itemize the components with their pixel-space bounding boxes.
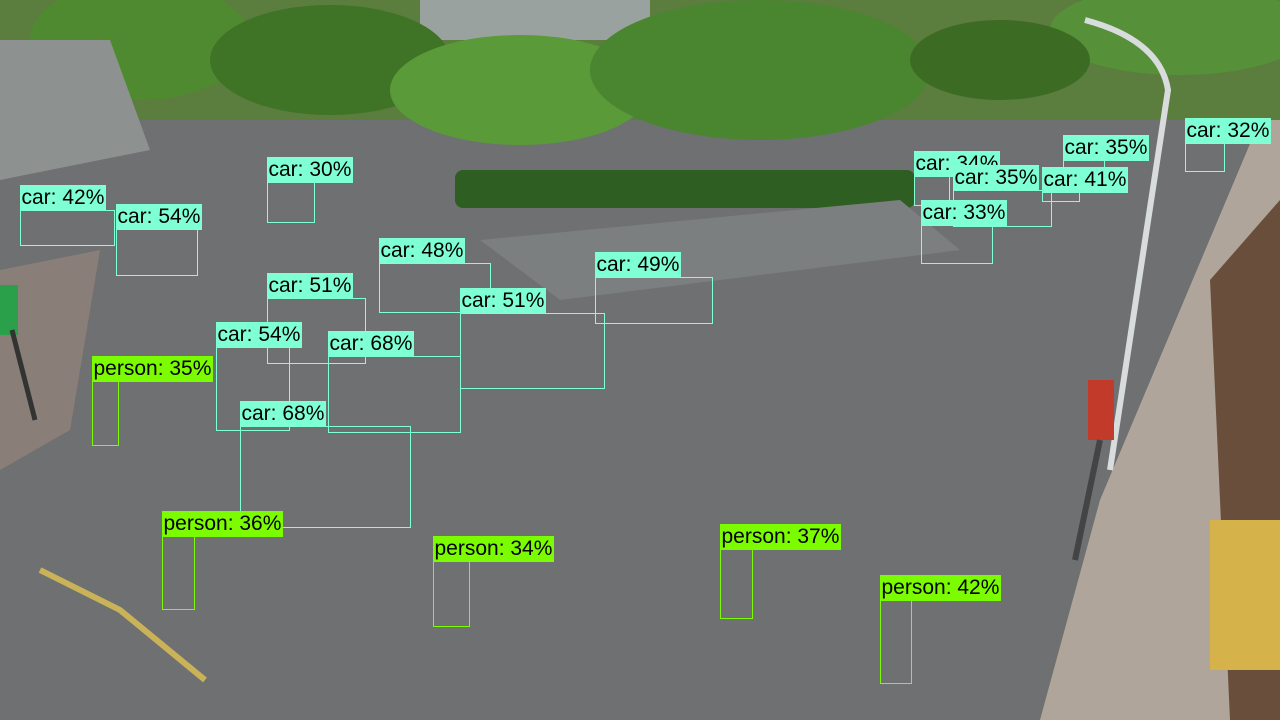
detection-label: car: 51% (459, 288, 547, 314)
detection-label: person: 35% (91, 356, 214, 382)
car-detection-box: car: 68% (239, 401, 411, 528)
person-detection-box: person: 37% (719, 524, 842, 619)
detection-label: car: 68% (327, 331, 415, 357)
person-detection-box: person: 34% (432, 536, 555, 627)
car-detection-box: car: 54% (215, 322, 303, 431)
car-detection-box: car: 33% (920, 200, 1008, 264)
car-detection-box: car: 35% (952, 165, 1052, 227)
person-detection-box: person: 35% (91, 356, 214, 446)
detection-label: car: 54% (215, 322, 303, 348)
detection-label: car: 49% (594, 252, 682, 278)
car-detection-box: car: 30% (266, 157, 354, 223)
detection-label: car: 41% (1041, 167, 1129, 193)
person-detection-box: person: 42% (879, 575, 1002, 684)
detection-label: car: 30% (266, 157, 354, 183)
detection-label: car: 32% (1184, 118, 1272, 144)
detection-label: person: 36% (161, 511, 284, 537)
detection-label: car: 51% (266, 273, 354, 299)
car-detection-box: car: 51% (459, 288, 605, 389)
car-detection-box: car: 48% (378, 238, 491, 313)
car-detection-box: car: 41% (1041, 167, 1129, 202)
car-detection-box: car: 32% (1184, 118, 1272, 172)
detection-label: car: 42% (19, 185, 107, 211)
detection-label: car: 54% (115, 204, 203, 230)
detection-label: car: 35% (1062, 135, 1150, 161)
detection-label: person: 37% (719, 524, 842, 550)
car-detection-box: car: 54% (115, 204, 203, 276)
detection-label: person: 42% (879, 575, 1002, 601)
person-detection-box: person: 36% (161, 511, 284, 610)
car-detection-box: car: 68% (327, 331, 461, 433)
detection-label: car: 35% (952, 165, 1040, 191)
detection-label: car: 48% (378, 238, 466, 264)
detection-label: person: 34% (432, 536, 555, 562)
detection-label: car: 33% (920, 200, 1008, 226)
detection-label: car: 68% (239, 401, 327, 427)
car-detection-box: car: 49% (594, 252, 713, 324)
car-detection-box: car: 42% (19, 185, 115, 246)
